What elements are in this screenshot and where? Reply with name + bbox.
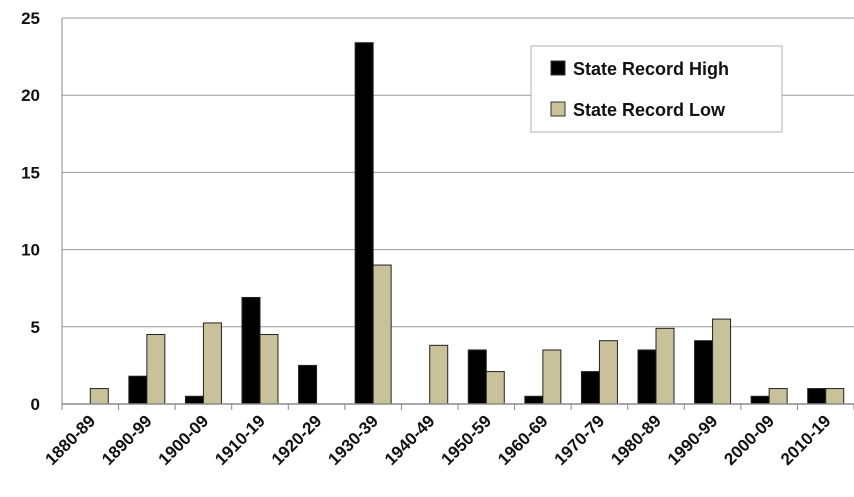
legend-box: [530, 45, 783, 133]
legend-swatch-low: [550, 101, 566, 117]
bar-low: [89, 388, 109, 405]
x-tick-label: 1920-29: [268, 411, 326, 469]
bar-high: [694, 340, 714, 405]
x-tick-label: 1930-39: [324, 411, 382, 469]
x-tick-label: 1890-99: [98, 411, 156, 469]
bar-high: [637, 349, 657, 405]
x-tick-label: 1880-89: [42, 411, 100, 469]
bar-low: [146, 334, 166, 405]
y-tick-label: 10: [21, 241, 40, 260]
x-tick-label: 2000-09: [720, 411, 778, 469]
y-tick-label: 20: [21, 86, 40, 105]
x-tick-label: 1950-59: [438, 411, 496, 469]
bar-high: [467, 349, 487, 405]
y-tick-label: 15: [21, 163, 40, 182]
x-tick-label: 1900-09: [155, 411, 213, 469]
axes: [61, 18, 854, 410]
y-tick-label: 0: [31, 395, 40, 414]
legend-label-low: State Record Low: [573, 100, 726, 120]
x-tick-label: 1970-79: [551, 411, 609, 469]
x-tick-label: 1940-49: [381, 411, 439, 469]
bar-low: [202, 322, 222, 405]
bar-low: [825, 388, 845, 405]
bar-low: [429, 344, 449, 405]
bar-high: [580, 371, 600, 405]
bar-low: [712, 318, 732, 405]
x-tick-label: 1990-99: [664, 411, 722, 469]
bar-low: [542, 349, 562, 405]
x-tick-label: 1980-89: [607, 411, 665, 469]
y-tick-label: 5: [31, 318, 40, 337]
y-tick-labels: 0 5 10 15 20 25: [21, 9, 40, 414]
bar-high: [241, 296, 261, 405]
bar-low: [655, 327, 675, 405]
x-tick-labels: 1880-89 1890-99 1900-09 1910-19 1920-29 1930-…: [42, 411, 835, 469]
bar-low: [372, 264, 392, 405]
bar-high: [354, 42, 374, 405]
bar-high: [750, 395, 770, 405]
bar-high: [524, 395, 544, 405]
bar-low: [485, 371, 505, 405]
bar-high: [184, 395, 204, 405]
bar-low: [768, 388, 788, 405]
x-tick-label: 1960-69: [494, 411, 552, 469]
bar-high: [807, 388, 827, 405]
x-tick-label: 2010-19: [777, 411, 835, 469]
x-tick-label: 1910-19: [211, 411, 269, 469]
bar-low: [598, 340, 618, 405]
bar-high: [298, 364, 318, 405]
y-tick-label: 25: [21, 9, 40, 28]
legend-swatch-high: [550, 60, 566, 76]
bar-high: [128, 375, 148, 405]
legend-label-high: State Record High: [573, 59, 729, 79]
legend: State Record High State Record Low: [530, 45, 783, 133]
bar-low: [259, 334, 279, 405]
